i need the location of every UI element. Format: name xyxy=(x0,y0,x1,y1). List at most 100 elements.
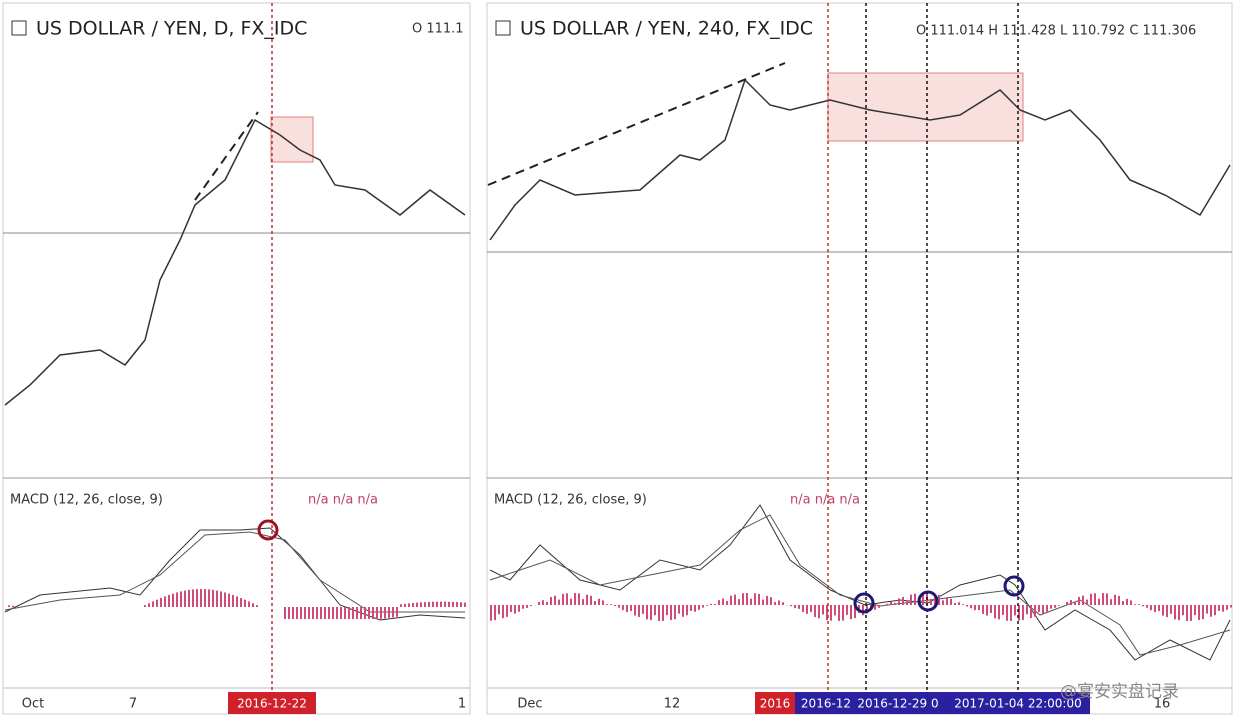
histogram-bar xyxy=(224,592,226,607)
histogram-bar xyxy=(942,600,944,605)
histogram-bar xyxy=(1138,604,1140,605)
histogram-bar xyxy=(328,607,330,619)
histogram-bar xyxy=(404,604,406,607)
histogram-bar xyxy=(882,605,884,606)
x-tick-label: Dec xyxy=(517,697,542,712)
histogram-bar xyxy=(452,602,454,607)
histogram-bar xyxy=(710,604,712,605)
histogram-bar xyxy=(1090,594,1092,605)
histogram-bar xyxy=(344,607,346,619)
histogram-bar xyxy=(184,591,186,607)
histogram-bar xyxy=(678,605,680,614)
histogram-bar xyxy=(590,596,592,605)
histogram-bar xyxy=(1150,605,1152,610)
histogram-bar xyxy=(1034,605,1036,617)
histogram-bar xyxy=(436,602,438,607)
histogram-bar xyxy=(686,605,688,615)
histogram-bar xyxy=(714,604,716,605)
histogram-bar xyxy=(718,600,720,605)
histogram-bar xyxy=(666,605,668,615)
histogram-bar xyxy=(428,602,430,607)
histogram-bar xyxy=(1098,599,1100,605)
cursor-label: 2016 xyxy=(760,697,791,711)
histogram-bar xyxy=(646,605,648,619)
histogram-bar xyxy=(172,594,174,607)
histogram-bar xyxy=(376,607,378,619)
histogram-bar xyxy=(746,593,748,605)
x-tick-label: 1 xyxy=(458,697,466,712)
histogram-bar xyxy=(978,605,980,610)
histogram-bar xyxy=(566,593,568,605)
histogram-bar xyxy=(1050,605,1052,609)
histogram-bar xyxy=(898,598,900,605)
histogram-bar xyxy=(578,593,580,605)
histogram-bar xyxy=(384,607,386,618)
histogram-bar xyxy=(982,605,984,614)
histogram-bar xyxy=(622,605,624,610)
histogram-bar xyxy=(1190,605,1192,621)
histogram-bar xyxy=(494,605,496,620)
histogram-bar xyxy=(1110,599,1112,605)
histogram-bar xyxy=(204,589,206,607)
histogram-bar xyxy=(1198,605,1200,620)
histogram-bar xyxy=(742,593,744,605)
histogram-bar xyxy=(570,599,572,605)
histogram-bar xyxy=(798,605,800,609)
histogram-bar xyxy=(456,602,458,607)
histogram-bar xyxy=(1070,600,1072,605)
histogram-bar xyxy=(1166,605,1168,617)
histogram-bar xyxy=(160,598,162,607)
highlight-box xyxy=(271,117,313,162)
histogram-bar xyxy=(582,599,584,605)
histogram-bar xyxy=(630,605,632,611)
histogram-bar xyxy=(810,605,812,612)
histogram-bar xyxy=(638,605,640,617)
histogram-bar xyxy=(522,605,524,609)
histogram-bar xyxy=(1086,600,1088,605)
histogram-bar xyxy=(1054,605,1056,608)
histogram-bar xyxy=(654,605,656,615)
histogram-bar xyxy=(248,601,250,607)
histogram-bar xyxy=(1058,605,1060,606)
histogram-bar xyxy=(846,605,848,615)
histogram-bar xyxy=(440,602,442,607)
histogram-bar xyxy=(562,594,564,605)
histogram-bar xyxy=(308,607,310,619)
histogram-bar xyxy=(950,599,952,605)
histogram-bar xyxy=(750,599,752,605)
histogram-bar xyxy=(364,607,366,619)
histogram-bar xyxy=(990,605,992,613)
histogram-bar xyxy=(506,605,508,617)
histogram-bar xyxy=(762,600,764,605)
histogram-bar xyxy=(1146,605,1148,608)
histogram-bar xyxy=(974,605,976,610)
histogram-bar xyxy=(1154,605,1156,612)
histogram-bar xyxy=(602,600,604,605)
histogram-bar xyxy=(196,589,198,607)
histogram-bar xyxy=(670,605,672,620)
histogram-bar xyxy=(598,599,600,605)
histogram-bar xyxy=(774,602,776,605)
histogram-bar xyxy=(312,607,314,619)
histogram-bar xyxy=(702,605,704,608)
histogram-bar xyxy=(910,595,912,605)
histogram-bar xyxy=(518,605,520,612)
histogram-bar xyxy=(1118,596,1120,605)
indicator-values: n/a n/a n/a xyxy=(790,493,860,508)
histogram-bar xyxy=(400,604,402,607)
histogram-bar xyxy=(698,605,700,610)
histogram-bar xyxy=(614,605,616,606)
histogram-bar xyxy=(730,596,732,605)
histogram-bar xyxy=(284,607,286,619)
histogram-bar xyxy=(986,605,988,616)
histogram-bar xyxy=(360,607,362,619)
histogram-bar xyxy=(822,605,824,614)
histogram-bar xyxy=(1142,605,1144,606)
histogram-bar xyxy=(674,605,676,619)
cursor-label: 2016-12-22 xyxy=(237,697,307,711)
histogram-bar xyxy=(994,605,996,618)
histogram-bar xyxy=(304,607,306,619)
histogram-bar xyxy=(902,597,904,605)
histogram-bar xyxy=(546,602,548,605)
